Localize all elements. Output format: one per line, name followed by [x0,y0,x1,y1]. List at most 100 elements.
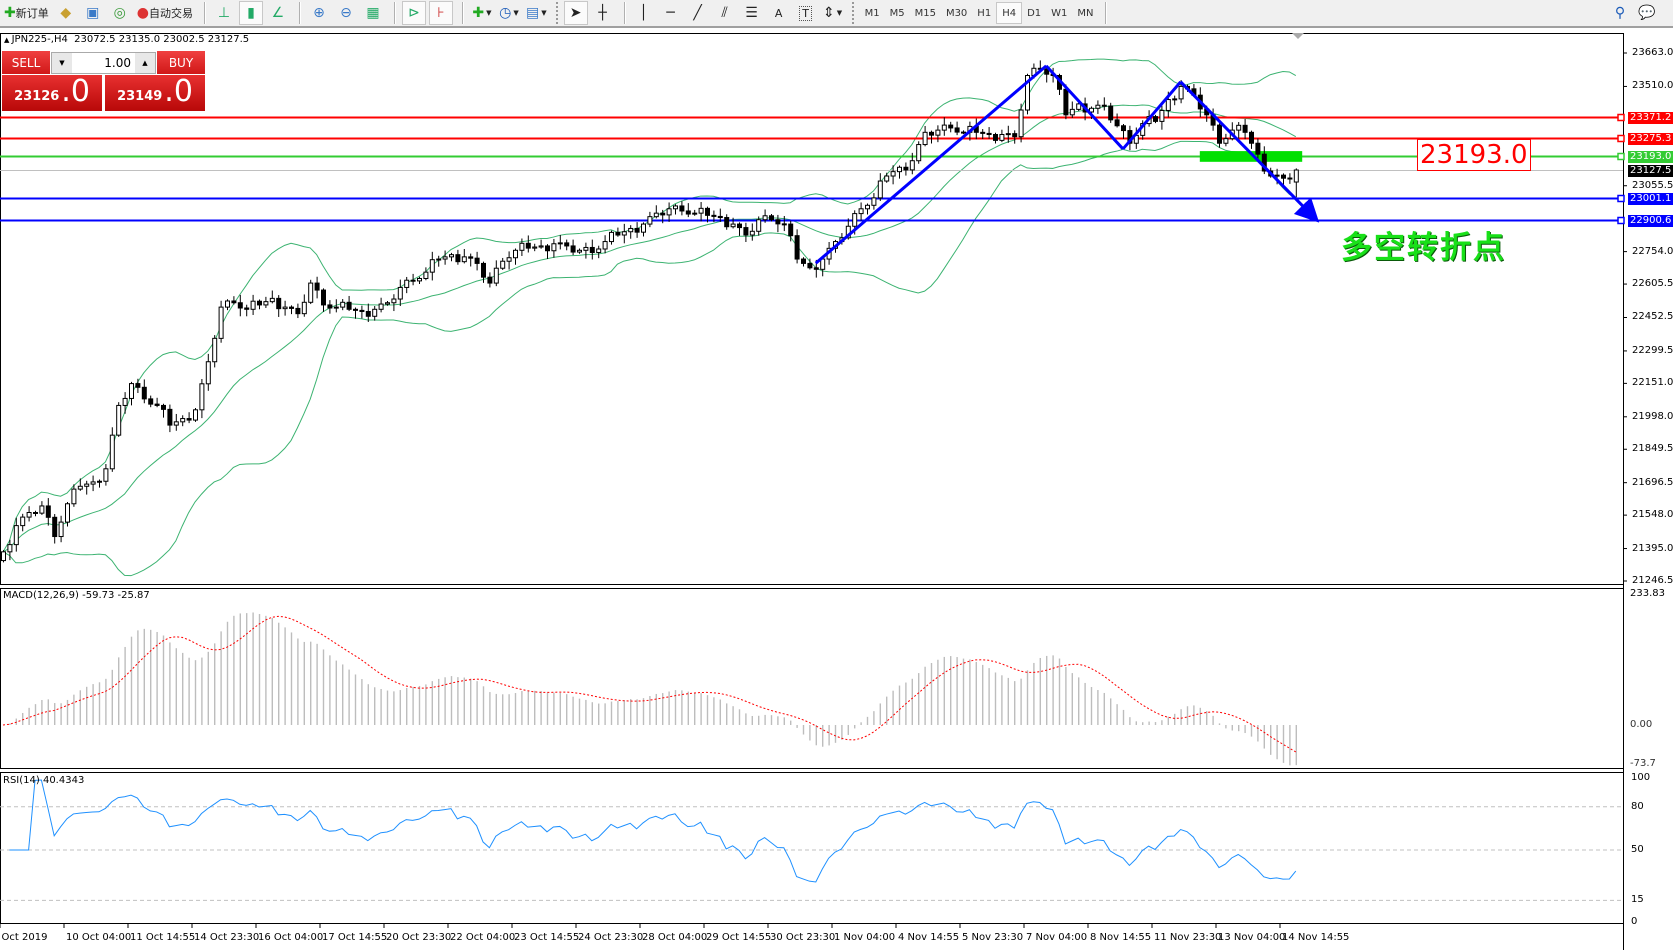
bear-candle [1249,131,1254,144]
collapse-arrow-icon[interactable]: ▲ [4,36,12,44]
time-tick-label: 11 Oct 14:55 [130,932,196,943]
trendline-button[interactable]: ╱ [686,1,710,25]
bear-candle [1114,119,1120,127]
arrows-button[interactable]: ⇕ ▼ [821,1,845,25]
new-order-button[interactable]: ✚ 新订单 [4,5,49,21]
time-tick-label: 8 Nov 14:55 [1090,932,1152,943]
bull-candle [756,219,762,232]
timeframe-d1[interactable]: D1 [1027,7,1042,19]
timeframe-h1[interactable]: H1 [977,7,992,19]
bull-candle [333,306,339,309]
rsi-axis-label: 15 [1631,894,1644,906]
crosshair-button[interactable]: ┼ [591,1,615,25]
auto-trading-button[interactable]: ● 自动交易 [136,5,193,21]
candlestick-button[interactable]: ▮ [238,1,263,25]
search-button[interactable]: ⚲ [1608,1,1632,25]
templates-button[interactable]: ▤ ▼ [524,1,549,25]
trendline-arrow[interactable] [1179,80,1320,223]
volume-decrease-button[interactable]: ▼ [52,53,72,73]
text-button[interactable]: A [767,1,791,25]
timeframe-m30[interactable]: M30 [945,7,968,19]
horizontal-line-button[interactable]: ─ [659,1,683,25]
trendline-arrow[interactable] [1045,64,1125,150]
metaeditor-button[interactable]: ◆ [54,1,78,25]
price-tick-label: 22151.0 [1632,377,1673,389]
bull-candle [109,434,115,470]
rsi-title: RSI(14) 40.4343 [3,775,85,786]
equidistant-channel-icon: ⫽ [721,5,728,21]
line-handle[interactable] [1617,113,1625,122]
line-chart-icon: ∠ [271,5,285,21]
cursor-button[interactable]: ➤ [563,1,588,25]
toolbar-grip[interactable] [555,2,560,24]
line-handle[interactable] [1617,216,1625,225]
text-label-button[interactable]: T [794,1,818,25]
chart-shift-marker[interactable] [1292,33,1304,39]
bull-candle [65,503,70,523]
bear-candle [186,418,192,421]
bear-candle [295,307,301,315]
bear-candle [1255,142,1261,155]
toolbar-grip[interactable] [851,2,856,24]
buy-button[interactable]: BUY [157,51,205,75]
price-label-annotation[interactable]: 23193.0 [1417,139,1531,171]
periods-button[interactable]: ◷ ▼ [497,1,521,25]
bollinger-lower [2,140,1297,577]
bull-candle [269,297,275,303]
chart-shift-button[interactable]: ⊦ [428,1,453,25]
line-chart-button[interactable]: ∠ [266,1,290,25]
chart-shift-icon: ⊦ [437,5,445,21]
volume-input[interactable]: 1.00 [104,56,131,70]
line-handle[interactable] [1617,152,1625,161]
trendline-arrow[interactable] [1121,80,1182,150]
tile-windows-button[interactable]: ▦ [361,1,385,25]
bear-candle [474,257,480,264]
time-tick-label: 5 Nov 23:30 [962,932,1024,943]
bear-candle [231,300,237,304]
volume-increase-button[interactable]: ▲ [135,53,155,73]
bull-candle [532,246,538,249]
zone-rectangle[interactable] [1199,151,1303,162]
bear-candle [257,300,262,306]
vertical-line-button[interactable]: │ [632,1,656,25]
sell-button[interactable]: SELL [2,51,50,75]
line-handle[interactable] [1617,134,1625,143]
buy-price-button[interactable]: 23149.0 [105,75,205,111]
indicators-button[interactable]: ✚ ▼ [470,1,494,25]
bull-candle [519,242,525,251]
timeframe-m5[interactable]: M5 [889,7,905,19]
bear-candle [801,258,806,264]
timeframe-mn[interactable]: MN [1077,7,1094,19]
timeframe-m15[interactable]: M15 [914,7,936,19]
fibonacci-button[interactable]: ☰ [740,1,764,25]
zoom-out-button[interactable]: ⊖ [334,1,358,25]
time-tick-label: 16 Oct 04:00 [258,932,324,943]
price-label: 22900.6 [1628,214,1673,227]
bear-candle [167,408,173,426]
macd-panel-frame [0,588,1624,769]
zoom-in-button[interactable]: ⊕ [307,1,331,25]
bull-candle [1076,103,1082,110]
timeframe-m1[interactable]: M1 [864,7,880,19]
bull-candle [225,300,230,308]
auto-scroll-button[interactable]: ⊳ [401,1,426,25]
new-order-icon: ✚ [4,5,16,21]
signals-button[interactable]: ◎ [108,1,132,25]
price-tick-label: 21246.5 [1632,575,1673,586]
timeframe-w1[interactable]: W1 [1051,7,1068,19]
chat-button[interactable]: 💬 [1635,1,1659,25]
timeframe-h4[interactable]: H4 [996,2,1023,24]
text-annotation[interactable]: 多空转折点 [1341,230,1506,266]
bar-chart-button[interactable]: ⊥ [212,1,236,25]
equidistant-channel-button[interactable]: ⫽ [713,1,737,25]
separator [1104,2,1107,24]
trendline-arrow[interactable] [814,64,1048,265]
macd-axis-label: 233.83 [1630,588,1665,599]
bear-candle [794,235,800,260]
sell-price-button[interactable]: 23126.0 [2,75,102,111]
bull-candle [609,231,614,243]
navigator-button[interactable]: ▣ [81,1,105,25]
line-handle[interactable] [1617,194,1625,203]
bear-candle [634,227,640,233]
